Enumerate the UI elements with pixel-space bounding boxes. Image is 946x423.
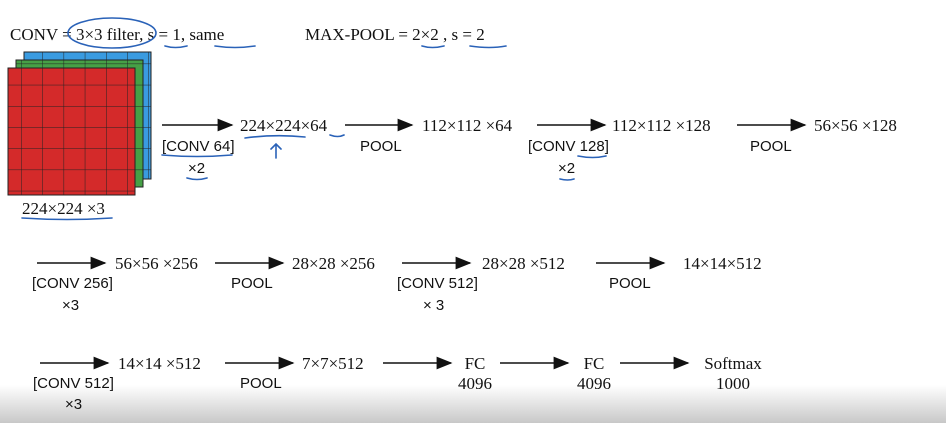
edge-repeat: ×3 [62, 297, 79, 314]
node-size: 4096 [458, 374, 492, 393]
edge-label: POOL [240, 375, 282, 392]
node: 7×7×512 [302, 354, 364, 373]
node-size: 4096 [577, 374, 611, 393]
node: 56×56 ×128 [814, 116, 897, 135]
pen-annotations [21, 17, 607, 221]
conv-spec: CONV = 3×3 filter, s = 1, same [10, 25, 224, 44]
node: 224×224×64 [240, 116, 328, 135]
input-volume [7, 51, 152, 196]
node: 56×56 ×256 [115, 254, 198, 273]
node: 112×112 ×64 [422, 116, 513, 135]
edge-repeat: ×2 [558, 160, 575, 177]
row-2: 56×56 ×256 28×28 ×256 28×28 ×512 14×14×5… [32, 254, 762, 314]
edge-repeat: × 3 [423, 297, 444, 314]
edge-label: [CONV 128] [528, 138, 609, 155]
edge-label: POOL [231, 275, 273, 292]
edge-label: [CONV 512] [397, 275, 478, 292]
edge-label: [CONV 64] [162, 138, 235, 155]
edge-label: POOL [750, 138, 792, 155]
edge-label: [CONV 512] [33, 375, 114, 392]
node: Softmax [704, 354, 762, 373]
edge-repeat: ×3 [65, 396, 82, 413]
node: FC [465, 354, 486, 373]
row-3: 14×14 ×512 7×7×512 FC 4096 FC 4096 Softm… [33, 354, 762, 413]
edge-repeat: ×2 [188, 160, 205, 177]
input-label: 224×224 ×3 [22, 199, 105, 218]
node-size: 1000 [716, 374, 750, 393]
node: 112×112 ×128 [612, 116, 711, 135]
node: 28×28 ×512 [482, 254, 565, 273]
node: 14×14×512 [683, 254, 762, 273]
node: 28×28 ×256 [292, 254, 375, 273]
row-1: 224×224×64 112×112 ×64 112×112 ×128 56×5… [162, 116, 897, 177]
edge-label: POOL [609, 275, 651, 292]
pool-spec: MAX-POOL = 2×2 , s = 2 [305, 25, 485, 44]
bottom-shade [0, 385, 946, 423]
edge-label: POOL [360, 138, 402, 155]
edge-label: [CONV 256] [32, 275, 113, 292]
node: FC [584, 354, 605, 373]
node: 14×14 ×512 [118, 354, 201, 373]
